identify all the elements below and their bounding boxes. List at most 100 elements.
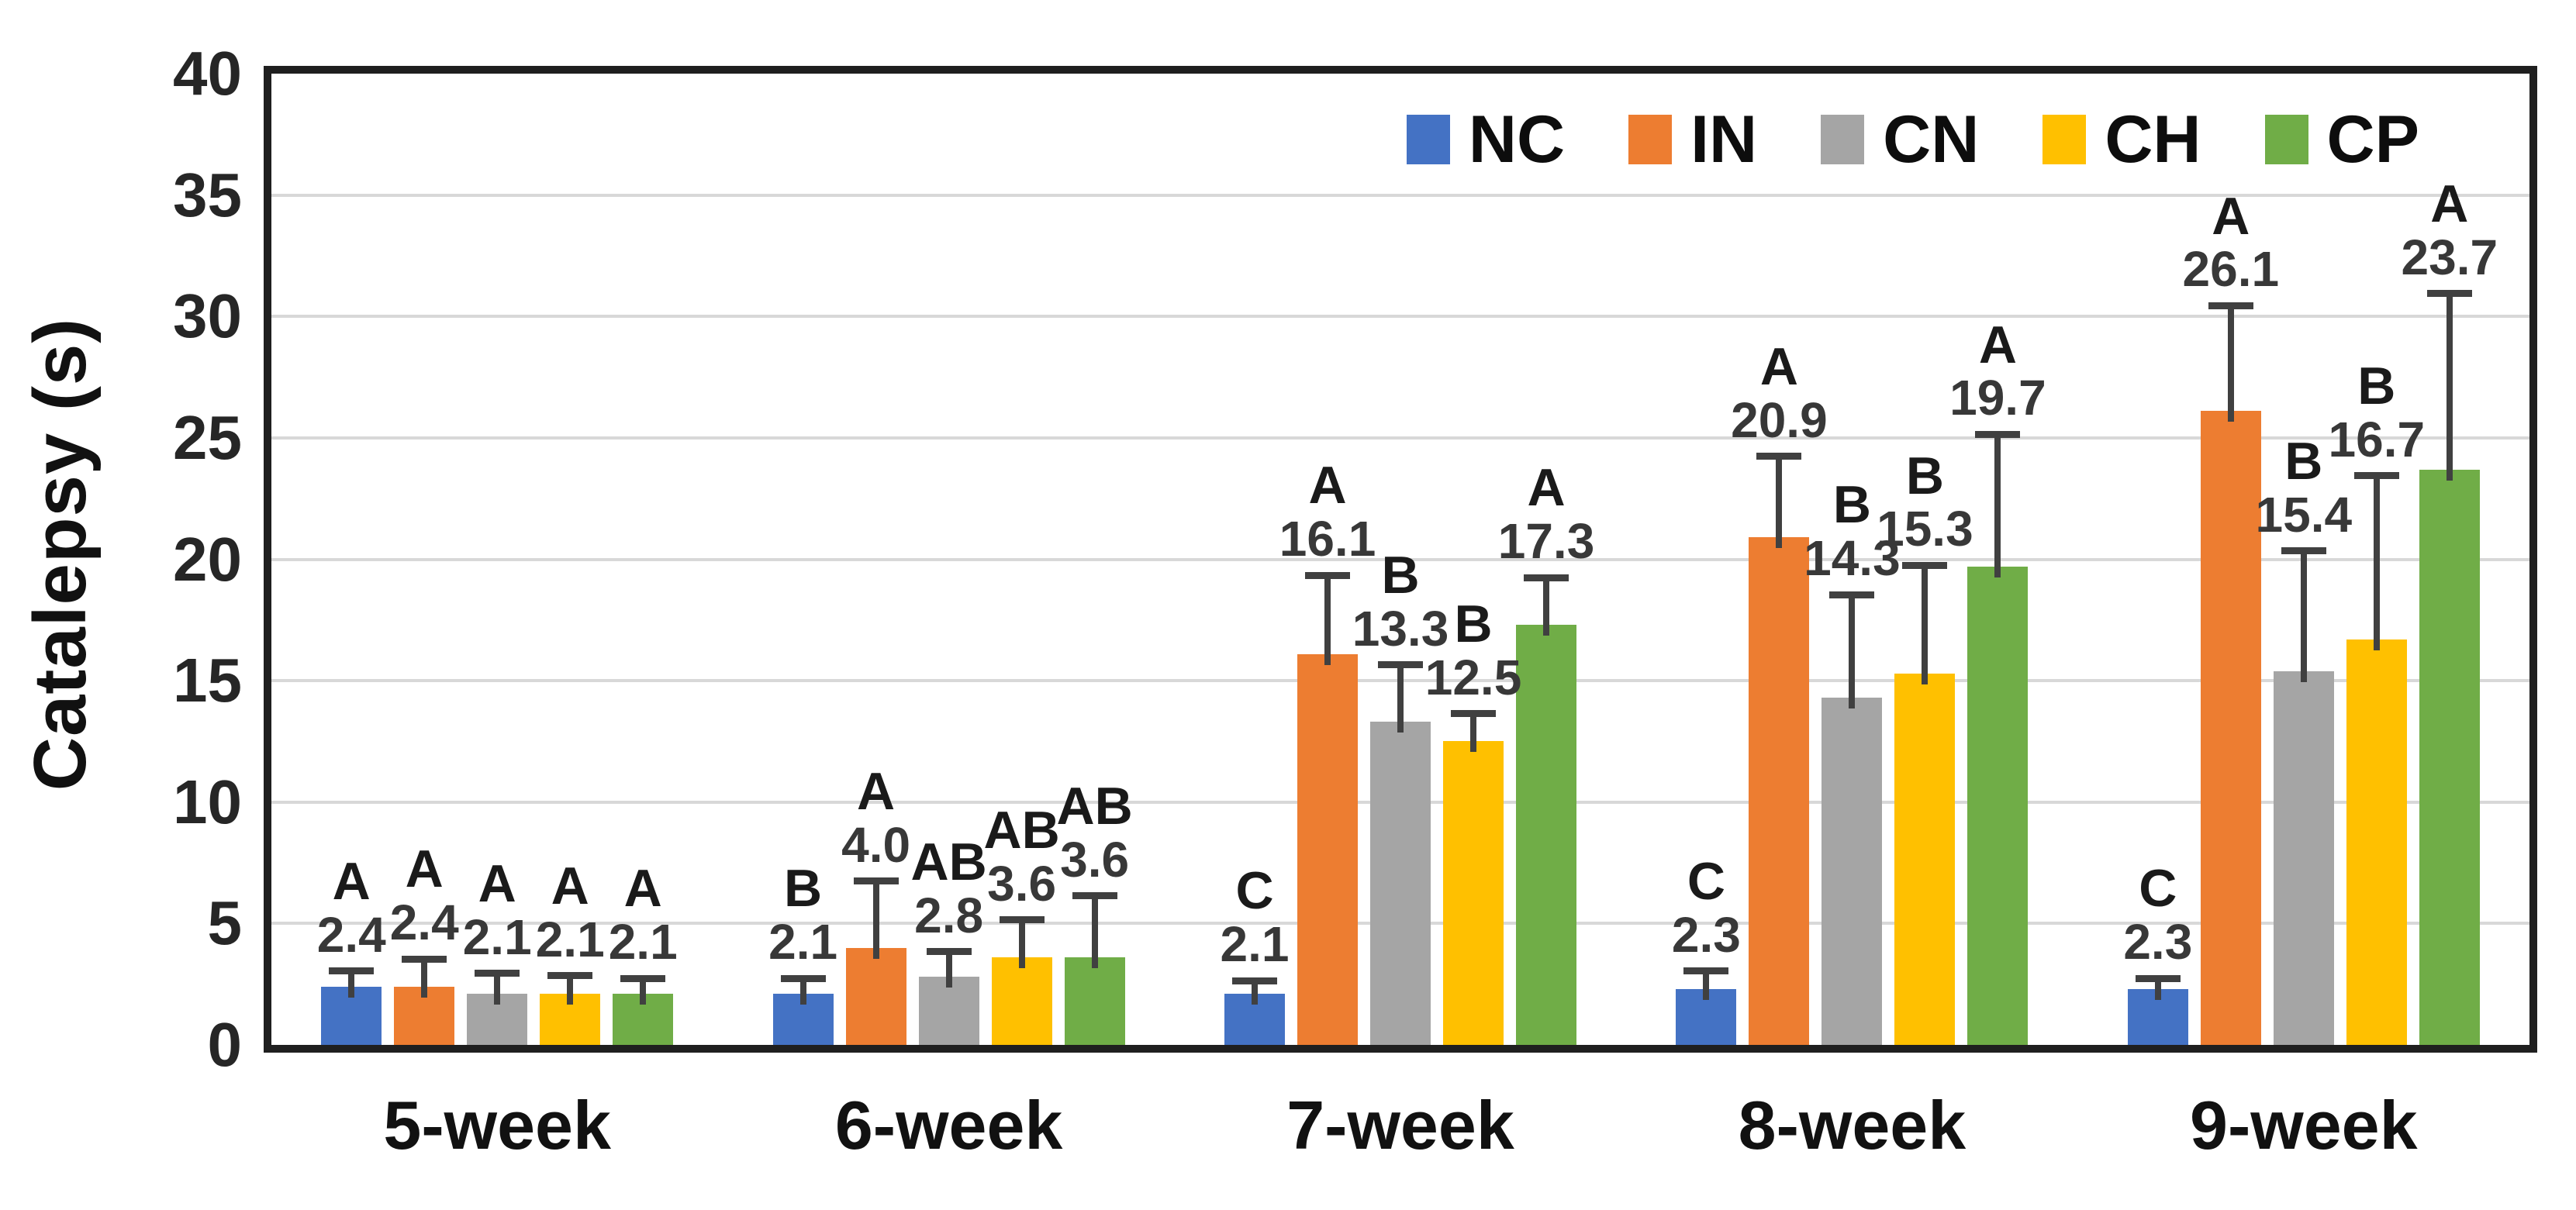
sig-letter-CN-5-week: A [478, 854, 516, 914]
legend-label-IN: IN [1690, 102, 1758, 177]
legend-item-IN: IN [1628, 106, 1757, 173]
annotation-IN-8-week: A 20.9 [1686, 340, 1872, 446]
error-cap-CN-8-week [1829, 591, 1875, 598]
value-label-CN-7-week: 13.3 [1352, 600, 1449, 657]
y-tick-label-35: 35 [173, 160, 242, 229]
legend-label-NC: NC [1468, 102, 1566, 177]
legend-item-CP: CP [2264, 102, 2419, 177]
error-cap-CN-7-week [1378, 661, 1423, 669]
annotation-CN-6-week: AB 2.8 [856, 835, 1042, 941]
legend-marker-IN [1628, 115, 1673, 164]
sig-letter-NC-6-week: B [784, 859, 823, 919]
annotation-IN-5-week: A 2.4 [331, 842, 517, 948]
y-tick-label-15: 15 [173, 646, 242, 715]
bar-IN-9-week [2200, 411, 2261, 1045]
bar-CH-7-week [1443, 741, 1504, 1045]
sig-letter-NC-7-week: C [1235, 861, 1274, 921]
gridline-25 [271, 436, 2529, 440]
annotation-CN-9-week: B 15.4 [2211, 434, 2397, 540]
value-label-CN-5-week: 2.1 [462, 908, 532, 965]
value-label-CP-9-week: 23.7 [2401, 229, 2498, 285]
bar-CH-6-week [991, 957, 1052, 1045]
value-label-CP-8-week: 19.7 [1949, 370, 2046, 426]
annotation-CP-6-week: AB 3.6 [1002, 779, 1188, 885]
error-cap-IN-6-week [853, 877, 899, 885]
error-cap-CN-9-week [2281, 547, 2326, 555]
error-bar-CN-7-week [1397, 668, 1404, 733]
legend-marker-CN [1821, 115, 1865, 164]
error-bar-CH-8-week [1922, 569, 1929, 684]
error-cap-NC-5-week [329, 967, 375, 975]
error-bar-CN-5-week [494, 977, 501, 1005]
value-label-IN-7-week: 16.1 [1279, 511, 1376, 567]
error-cap-IN-9-week [2208, 302, 2253, 309]
value-label-CH-5-week: 2.1 [535, 911, 605, 967]
sig-letter-CP-6-week: AB [1056, 776, 1133, 836]
value-label-CN-9-week: 15.4 [2255, 486, 2353, 543]
sig-letter-CH-8-week: B [1905, 446, 1944, 505]
value-label-CH-7-week: 12.5 [1424, 649, 1522, 705]
legend-label-CP: CP [2326, 102, 2419, 177]
y-tick-label-20: 20 [173, 524, 242, 594]
error-bar-NC-9-week [2154, 981, 2161, 1000]
error-bar-NC-7-week [1252, 984, 1258, 1005]
gridline-35 [271, 193, 2529, 197]
value-label-NC-5-week: 2.4 [316, 906, 386, 963]
error-bar-IN-7-week [1324, 578, 1331, 665]
sig-letter-CN-8-week: B [1832, 475, 1871, 535]
error-cap-CH-5-week [547, 972, 593, 980]
error-bar-NC-8-week [1703, 974, 1710, 1000]
error-bar-NC-5-week [348, 974, 355, 998]
value-label-CN-8-week: 14.3 [1804, 530, 1901, 587]
sig-letter-CH-7-week: B [1454, 594, 1493, 653]
value-label-CH-9-week: 16.7 [2328, 411, 2426, 467]
sig-letter-IN-5-week: A [405, 839, 444, 899]
bar-CH-8-week [1894, 673, 1956, 1045]
annotation-CP-9-week: A 23.7 [2357, 177, 2543, 283]
x-tick-label-6-week: 6-week [834, 1087, 1063, 1163]
bar-CP-9-week [2419, 469, 2480, 1045]
bar-CN-6-week [918, 977, 979, 1045]
sig-letter-CP-8-week: A [1978, 315, 2017, 374]
error-cap-CH-8-week [1902, 562, 1948, 570]
sig-letter-CN-6-week: AB [910, 832, 987, 891]
annotation-NC-7-week: C 2.1 [1162, 864, 1348, 970]
error-bar-IN-8-week [1776, 460, 1783, 549]
value-label-CP-7-week: 17.3 [1497, 513, 1595, 570]
annotation-NC-9-week: C 2.3 [2065, 861, 2251, 967]
error-bar-CH-6-week [1018, 923, 1025, 969]
bar-CP-7-week [1516, 625, 1576, 1045]
legend-item-CN: CN [1821, 106, 1979, 173]
error-bar-CP-7-week [1543, 581, 1549, 636]
sig-letter-NC-5-week: A [332, 851, 371, 911]
annotation-CH-8-week: B 15.3 [1832, 449, 2018, 555]
error-cap-CP-7-week [1524, 574, 1569, 581]
error-cap-NC-8-week [1683, 967, 1729, 975]
value-label-NC-9-week: 2.3 [2123, 914, 2193, 970]
annotation-CN-7-week: B 13.3 [1307, 548, 1493, 654]
error-cap-NC-7-week [1232, 977, 1277, 984]
legend-label-CN: CN [1883, 102, 1980, 177]
sig-letter-IN-9-week: A [2212, 186, 2250, 246]
error-bar-CP-8-week [1994, 437, 2001, 577]
error-bar-CP-5-week [640, 981, 647, 1005]
sig-letter-CN-9-week: B [2284, 431, 2323, 491]
value-label-NC-6-week: 2.1 [768, 914, 838, 970]
sig-letter-NC-9-week: C [2139, 859, 2177, 919]
bar-CH-9-week [2346, 639, 2407, 1045]
y-tick-label-0: 0 [207, 1010, 243, 1079]
annotation-CN-5-week: A 2.1 [404, 857, 590, 963]
annotation-CH-6-week: AB 3.6 [929, 803, 1115, 909]
error-bar-CN-6-week [945, 955, 952, 988]
value-label-CP-5-week: 2.1 [608, 914, 678, 970]
y-tick-label-30: 30 [173, 281, 242, 351]
legend-marker-CP [2264, 115, 2308, 164]
plot-area: NC IN CN CH CP A 2.4 A 2.4 A 2.1 A 2.1 A 2.1 B 2.1 A 4.0 A… [264, 66, 2537, 1053]
y-tick-label-25: 25 [173, 402, 242, 472]
error-cap-CP-8-week [1975, 430, 2021, 438]
sig-letter-CH-5-week: A [551, 857, 589, 916]
bar-IN-7-week [1297, 653, 1358, 1045]
value-label-CH-6-week: 3.6 [987, 855, 1057, 912]
error-cap-IN-5-week [402, 955, 447, 963]
error-bar-NC-6-week [799, 981, 806, 1005]
